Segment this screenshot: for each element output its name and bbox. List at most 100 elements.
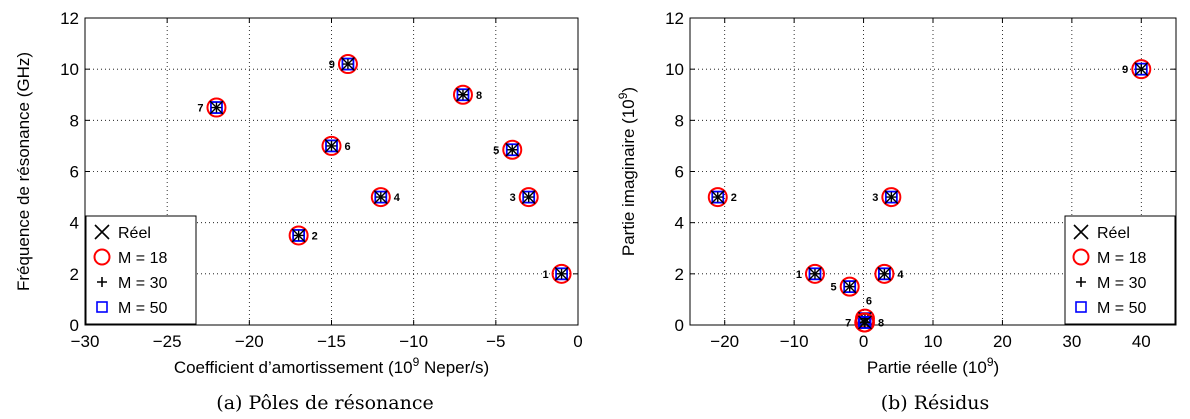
point-1-plus	[556, 268, 567, 279]
legend: Réel M = 18 M = 30 M = 50	[85, 215, 197, 325]
point-label: 3	[510, 192, 516, 204]
point-4-plus	[375, 192, 386, 203]
x-tick-label: 40	[1132, 332, 1151, 351]
point-5-square	[505, 143, 519, 157]
point-label: 6	[866, 296, 872, 308]
figure-caption: (b) Résidus	[881, 392, 990, 414]
x-tick-label: 0	[573, 332, 582, 351]
point-1-square	[555, 267, 568, 281]
x-axis-label: Partie réelle (109)	[867, 355, 999, 377]
legend-entry-label: M = 50	[118, 300, 167, 317]
point-8-circle	[854, 312, 875, 333]
y-tick-label: 6	[70, 163, 79, 182]
legend-circle-icon	[1072, 248, 1090, 266]
point-4-plus	[879, 268, 890, 279]
point-9-circle	[1131, 59, 1152, 80]
point-5-plus	[844, 281, 855, 292]
data-point-5: 5	[831, 276, 860, 297]
y-tick-label: 8	[70, 111, 79, 130]
x-tick-label: −10	[399, 332, 428, 351]
y-tick-label: 6	[675, 163, 684, 182]
point-label: 2	[731, 192, 737, 204]
data-point-9: 9	[329, 54, 358, 75]
figure-caption: (a) Pôles de résonance	[216, 392, 433, 414]
point-label: 1	[542, 269, 548, 281]
data-point-1: 1	[542, 263, 572, 284]
legend-entry-label: M = 30	[1097, 275, 1146, 292]
legend-circle-icon	[93, 248, 111, 266]
y-tick-label: 12	[60, 9, 79, 28]
x-tick-label: 20	[993, 332, 1012, 351]
x-axis-label: Coefficient d’amortissement (109 Neper/s…	[174, 355, 489, 377]
point-label: 7	[845, 317, 851, 329]
point-label: 9	[329, 59, 335, 71]
data-point-2: 2	[288, 225, 318, 246]
y-tick-label: 10	[60, 60, 79, 79]
point-8-square	[858, 316, 872, 329]
x-tick-label: −5	[486, 332, 505, 351]
point-label: 5	[831, 282, 837, 294]
point-7-square	[210, 101, 223, 114]
legend-square-icon	[96, 301, 108, 313]
point-1-square	[808, 267, 822, 281]
point-1-circle	[804, 263, 825, 284]
point-5-plus	[507, 144, 518, 155]
y-tick-label: 4	[675, 214, 684, 233]
point-7-circle	[206, 97, 227, 118]
point-2-square	[292, 229, 306, 242]
y-tick-label: 0	[70, 316, 79, 335]
point-3-plus	[523, 192, 534, 203]
legend: Réel M = 18 M = 30 M = 50	[1064, 215, 1176, 325]
y-tick-label: 2	[70, 265, 79, 284]
data-point-3: 3	[510, 187, 539, 208]
point-2-circle	[288, 225, 309, 246]
data-point-3: 3	[872, 187, 902, 208]
x-tick-label: −10	[780, 332, 809, 351]
data-point-9: 9	[1122, 59, 1152, 80]
data-point-8: 8	[452, 84, 482, 105]
point-8-plus	[859, 317, 870, 328]
data-point-4: 4	[370, 187, 401, 208]
point-label: 3	[872, 192, 878, 204]
point-4-square	[878, 267, 891, 281]
point-9-circle	[337, 54, 358, 75]
point-9-plus	[1136, 64, 1147, 75]
point-8-square	[456, 88, 470, 102]
x-tick-label: 10	[924, 332, 943, 351]
legend-entry-label: Réel	[118, 225, 151, 242]
legend-plus-icon	[97, 277, 107, 287]
point-5-circle	[502, 139, 523, 160]
y-tick-label: 0	[675, 316, 684, 335]
point-4-circle	[370, 187, 391, 208]
point-1-plus	[809, 268, 820, 279]
point-9-plus	[342, 59, 353, 70]
legend-entry-label: M = 18	[118, 250, 167, 267]
legend-entry-label: M = 30	[118, 275, 167, 292]
y-axis-label: Fréquence de résonance (GHz)	[14, 52, 33, 291]
point-5-circle	[839, 276, 860, 297]
data-point-5: 5	[493, 139, 523, 160]
point-label: 1	[796, 269, 802, 281]
legend-entry-label: M = 18	[1097, 250, 1146, 267]
point-4-square	[374, 190, 388, 204]
point-9-square	[1134, 62, 1148, 76]
point-7-plus	[211, 102, 222, 113]
point-3-plus	[886, 192, 897, 203]
point-2-plus	[293, 230, 304, 241]
point-4-circle	[874, 263, 895, 284]
point-2-square	[711, 190, 725, 204]
point-3-square	[884, 190, 898, 204]
data-point-8: 8	[854, 312, 884, 333]
point-label: 4	[394, 192, 401, 204]
x-tick-label: −25	[153, 332, 182, 351]
point-3-circle	[881, 187, 902, 208]
point-3-square	[522, 190, 536, 204]
y-tick-label: 4	[70, 214, 79, 233]
legend-entry-label: Réel	[1097, 225, 1130, 242]
point-label: 8	[878, 317, 884, 329]
x-tick-label: −15	[317, 332, 346, 351]
x-tick-label: −20	[710, 332, 739, 351]
